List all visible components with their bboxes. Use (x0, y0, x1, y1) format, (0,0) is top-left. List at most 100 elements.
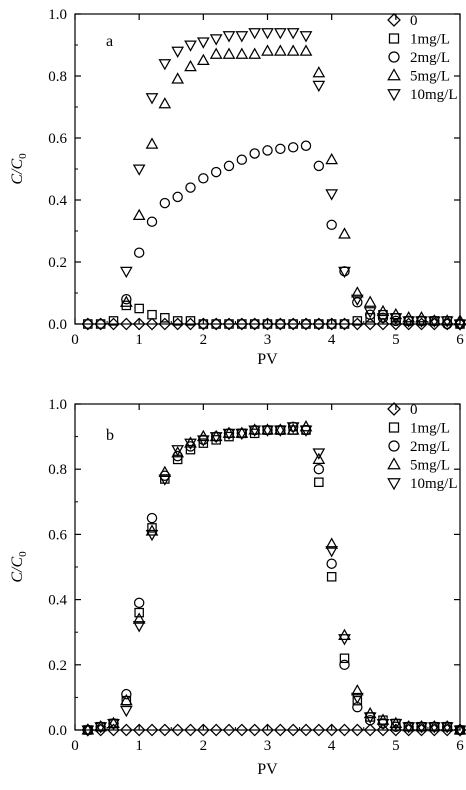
data-point (273, 425, 287, 437)
data-point (108, 316, 119, 326)
data-point (171, 72, 185, 84)
data-point (132, 164, 146, 176)
data-point (132, 208, 146, 221)
data-point (453, 319, 466, 331)
legend-label: 1mg/L (410, 421, 450, 437)
data-point (134, 607, 144, 618)
legend: 0 1mg/L 2mg/L 5mg/L 10mg/L (387, 13, 458, 103)
y-axis-title: C/C0 (9, 551, 29, 583)
legend-marker (388, 51, 400, 63)
data-point (184, 438, 197, 450)
data-point (376, 317, 390, 331)
data-point (261, 44, 274, 56)
data-point (223, 160, 235, 172)
data-point (171, 446, 185, 458)
data-point (224, 319, 234, 329)
data-point (248, 47, 262, 59)
data-point (146, 216, 158, 227)
x-tick-label: 6 (456, 738, 464, 754)
data-point (222, 426, 236, 438)
series-2 (121, 140, 466, 330)
data-point (338, 634, 351, 646)
data-point (158, 474, 172, 486)
data-point (325, 152, 339, 165)
data-point (184, 436, 197, 448)
data-point (273, 28, 287, 40)
data-point (222, 723, 236, 737)
data-point (339, 319, 350, 329)
data-point (94, 722, 108, 734)
data-point (376, 723, 390, 737)
data-point (325, 546, 339, 558)
plot-frame (74, 403, 461, 731)
data-point (326, 572, 337, 582)
data-point (350, 294, 364, 306)
data-point (376, 718, 390, 731)
x-tick-label: 0 (71, 738, 79, 754)
y-tick-label: 1.0 (48, 7, 67, 23)
data-point (299, 44, 313, 56)
y-tick-label: 0.2 (48, 658, 67, 674)
data-point (248, 425, 262, 437)
data-point (389, 718, 403, 731)
data-point (133, 597, 145, 609)
data-point (350, 684, 364, 696)
data-point (196, 435, 210, 447)
data-point (172, 316, 183, 326)
data-point (121, 293, 132, 305)
data-point (222, 428, 236, 441)
data-point (261, 425, 274, 437)
data-point (248, 723, 262, 737)
data-point (158, 97, 172, 109)
x-tick-label: 2 (200, 738, 208, 754)
data-point (325, 189, 339, 201)
data-point (235, 47, 249, 59)
legend-marker (387, 402, 401, 416)
x-tick-label: 4 (328, 738, 336, 754)
data-point (198, 438, 209, 448)
data-point (119, 266, 133, 279)
data-point (350, 723, 364, 737)
legend-marker (387, 89, 401, 102)
data-point (158, 59, 172, 71)
data-point (160, 313, 170, 323)
data-point (314, 477, 324, 488)
data-point (286, 44, 300, 56)
data-point (119, 723, 133, 737)
y-tick-label: 0.4 (48, 193, 67, 209)
data-point (196, 37, 210, 49)
data-point (288, 319, 298, 329)
data-point (236, 154, 248, 165)
data-point (235, 426, 249, 438)
data-point (326, 558, 337, 569)
y-tick-label: 0.0 (48, 723, 67, 739)
data-point (235, 31, 249, 43)
data-point (286, 422, 300, 434)
data-point (313, 463, 325, 475)
data-point (198, 173, 209, 184)
x-tick-label: 5 (392, 738, 400, 754)
data-point (275, 319, 286, 329)
data-point (363, 712, 377, 724)
legend-label: 10mg/L (410, 87, 458, 103)
data-point (81, 723, 95, 735)
data-point (119, 295, 133, 307)
data-point (184, 40, 197, 52)
data-point (119, 705, 133, 718)
data-point (364, 309, 376, 320)
legend-marker (387, 13, 401, 27)
data-point (185, 444, 196, 455)
panel-label: b (106, 427, 114, 444)
data-point (376, 313, 390, 325)
legend-label: 10mg/L (410, 476, 458, 492)
x-axis-title: PV (257, 761, 278, 778)
data-point (261, 723, 274, 737)
panel-label: a (106, 33, 113, 50)
data-point (352, 695, 363, 706)
data-point (224, 431, 234, 442)
data-point (389, 313, 403, 325)
data-point (363, 295, 377, 307)
data-point (147, 309, 157, 320)
data-point (249, 428, 260, 439)
data-point (171, 46, 185, 58)
